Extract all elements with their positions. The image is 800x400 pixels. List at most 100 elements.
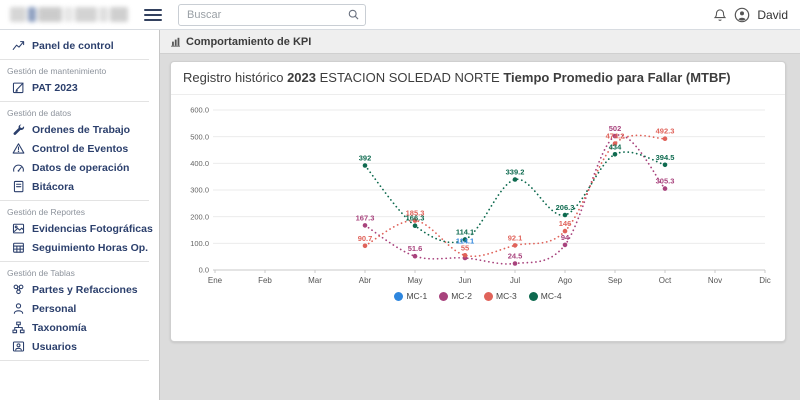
svg-text:Sep: Sep: [608, 276, 623, 285]
svg-text:114.1: 114.1: [456, 237, 474, 246]
legend-item-mc-2[interactable]: MC-2: [439, 291, 472, 301]
sidebar-item-bitacora[interactable]: Bitácora: [0, 177, 159, 196]
legend-label: MC-1: [406, 291, 428, 301]
sitemap-icon: [12, 321, 25, 334]
svg-text:394.5: 394.5: [656, 153, 675, 162]
sidebar-item-label: Personal: [32, 302, 77, 315]
notifications-bell-icon[interactable]: [713, 8, 727, 22]
legend-label: MC-2: [451, 291, 472, 301]
card-title-station: ESTACION SOLEDAD NORTE: [319, 70, 500, 85]
legend-label: MC-3: [496, 291, 517, 301]
legend-color-dot: [439, 291, 449, 301]
user-avatar-icon[interactable]: [734, 7, 750, 23]
svg-text:206.3: 206.3: [556, 203, 575, 212]
sidebar-item-pat-2023[interactable]: PAT 2023: [0, 78, 159, 97]
search-input[interactable]: [179, 8, 341, 21]
user-name[interactable]: David: [757, 7, 788, 22]
main-content: Comportamiento de KPI Registro histórico…: [160, 30, 800, 400]
sidebar-section-label: Gestión de Reportes: [7, 207, 85, 217]
svg-text:Jun: Jun: [459, 276, 472, 285]
sidebar-item-evidencias-fotograficas[interactable]: Evidencias Fotográficas: [0, 219, 159, 238]
svg-text:434: 434: [609, 142, 622, 151]
user-badge-icon: [12, 340, 25, 353]
card-title: Registro histórico 2023 ESTACION SOLEDAD…: [171, 62, 785, 95]
sidebar-item-panel-de-control[interactable]: Panel de control: [0, 36, 159, 55]
svg-text:600.0: 600.0: [190, 106, 209, 115]
sidebar-section-label: Gestión de datos: [7, 108, 72, 118]
menu-toggle-icon[interactable]: [144, 8, 162, 21]
bar-chart-icon: [170, 36, 181, 47]
svg-text:Oct: Oct: [659, 276, 672, 285]
svg-text:502: 502: [609, 124, 622, 133]
legend-item-mc-1[interactable]: MC-1: [394, 291, 427, 301]
sidebar-item-seguimiento-horas-op[interactable]: Seguimiento Horas Op.: [0, 238, 159, 257]
journal-icon: [12, 180, 25, 193]
svg-text:51.6: 51.6: [408, 244, 423, 253]
svg-text:Ago: Ago: [558, 276, 573, 285]
sidebar-item-label: Evidencias Fotográficas: [32, 222, 153, 235]
sidebar-item-label: Taxonomía: [32, 321, 87, 334]
svg-text:492.3: 492.3: [656, 127, 675, 136]
svg-text:185.3: 185.3: [406, 209, 425, 218]
legend-color-dot: [528, 291, 538, 301]
svg-text:305.3: 305.3: [656, 177, 675, 186]
chart-legend: MC-1 MC-2 MC-3 MC-4: [179, 291, 777, 301]
sidebar-divider: [0, 59, 149, 60]
app-logo-redacted: [10, 7, 128, 22]
card-title-prefix: Registro histórico: [183, 70, 284, 85]
sidebar-section-label: Gestión de Tablas: [7, 268, 75, 278]
table-calendar-icon: [12, 241, 25, 254]
svg-text:200.0: 200.0: [190, 212, 209, 221]
svg-text:24.5: 24.5: [508, 252, 523, 261]
svg-text:May: May: [407, 276, 422, 285]
svg-text:100.0: 100.0: [190, 239, 209, 248]
warning-triangle-icon: [12, 142, 25, 155]
legend-label: MC-4: [540, 291, 562, 301]
svg-text:400.0: 400.0: [190, 159, 209, 168]
legend-item-mc-4[interactable]: MC-4: [528, 291, 562, 301]
wrench-icon: [12, 123, 25, 136]
sidebar-item-label: PAT 2023: [32, 81, 78, 94]
svg-text:339.2: 339.2: [506, 168, 525, 177]
svg-text:Mar: Mar: [308, 276, 322, 285]
svg-text:Feb: Feb: [258, 276, 272, 285]
sidebar-divider: [0, 101, 149, 102]
sidebar-item-label: Usuarios: [32, 340, 77, 353]
sidebar: Panel de control Gestión de mantenimiento…: [0, 30, 160, 400]
gauge-icon: [12, 161, 25, 174]
chart-line-icon: [12, 39, 25, 52]
pencil-square-icon: [12, 81, 25, 94]
photo-icon: [12, 222, 25, 235]
sidebar-item-usuarios[interactable]: Usuarios: [0, 337, 159, 356]
sidebar-item-taxonomia[interactable]: Taxonomía: [0, 318, 159, 337]
sidebar-item-control-de-eventos[interactable]: Control de Eventos: [0, 139, 159, 158]
sidebar-item-ordenes-de-trabajo[interactable]: Ordenes de Trabajo: [0, 120, 159, 139]
sidebar-item-datos-de-operacion[interactable]: Datos de operación: [0, 158, 159, 177]
svg-text:Ene: Ene: [208, 276, 223, 285]
topbar: David: [0, 0, 800, 30]
sidebar-divider: [0, 360, 149, 361]
card-title-kpi: Tiempo Promedio para Fallar (MTBF): [503, 70, 731, 85]
svg-text:92.1: 92.1: [508, 233, 523, 242]
legend-color-dot: [484, 291, 493, 301]
sidebar-divider: [0, 261, 149, 262]
sidebar-item-label: Ordenes de Trabajo: [32, 123, 131, 136]
legend-color-dot: [394, 291, 404, 301]
topbar-right: David: [713, 7, 800, 23]
page-header: Comportamiento de KPI: [160, 30, 800, 54]
legend-item-mc-3[interactable]: MC-3: [484, 291, 517, 301]
svg-text:Dic: Dic: [759, 276, 771, 285]
sidebar-item-label: Datos de operación: [32, 161, 130, 174]
svg-text:90.7: 90.7: [358, 234, 373, 243]
svg-text:55: 55: [461, 243, 469, 252]
sidebar-item-personal[interactable]: Personal: [0, 299, 159, 318]
svg-text:392: 392: [359, 154, 372, 163]
kpi-card: Registro histórico 2023 ESTACION SOLEDAD…: [170, 61, 786, 342]
svg-text:167.3: 167.3: [356, 213, 375, 222]
search-icon[interactable]: [341, 5, 365, 25]
svg-text:474.2: 474.2: [606, 132, 625, 141]
svg-text:114.1: 114.1: [456, 228, 474, 237]
sidebar-item-label: Panel de control: [32, 39, 114, 52]
sidebar-item-partes-y-refacciones[interactable]: Partes y Refacciones: [0, 280, 159, 299]
sidebar-item-label: Partes y Refacciones: [32, 283, 138, 296]
